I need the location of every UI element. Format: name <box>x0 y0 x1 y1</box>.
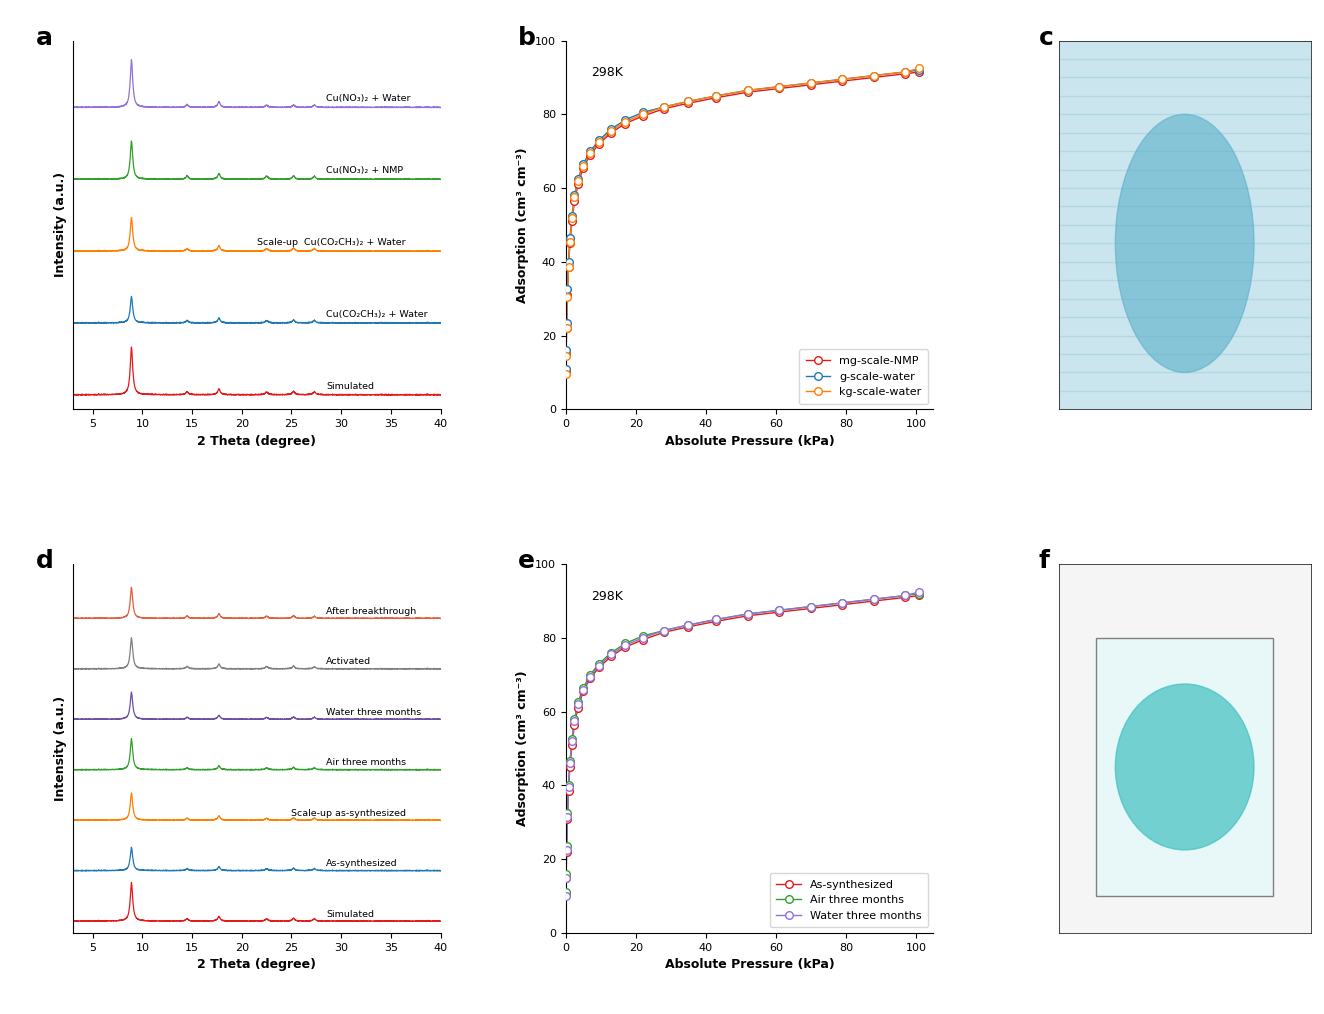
Text: As-synthesized: As-synthesized <box>326 859 399 868</box>
X-axis label: 2 Theta (degree): 2 Theta (degree) <box>197 435 316 447</box>
Bar <box>1059 317 1311 336</box>
Text: d: d <box>36 550 54 573</box>
Bar <box>1059 354 1311 372</box>
Text: f: f <box>1038 550 1050 573</box>
Y-axis label: Adsorption (cm³ cm⁻³): Adsorption (cm³ cm⁻³) <box>516 147 530 303</box>
X-axis label: Absolute Pressure (kPa): Absolute Pressure (kPa) <box>665 435 834 447</box>
Legend: As-synthesized, Air three months, Water three months: As-synthesized, Air three months, Water … <box>769 873 928 928</box>
Bar <box>1059 77 1311 96</box>
Text: After breakthrough: After breakthrough <box>326 607 417 617</box>
Y-axis label: Intensity (a.u.): Intensity (a.u.) <box>54 696 68 801</box>
Text: Water three months: Water three months <box>326 708 421 717</box>
Text: Cu(NO₃)₂ + Water: Cu(NO₃)₂ + Water <box>326 94 410 103</box>
Bar <box>1059 115 1311 133</box>
Text: Activated: Activated <box>326 657 372 666</box>
Bar <box>1059 59 1311 77</box>
X-axis label: Absolute Pressure (kPa): Absolute Pressure (kPa) <box>665 958 834 971</box>
Bar <box>1059 151 1311 169</box>
Text: 298K: 298K <box>592 590 624 603</box>
Bar <box>1059 299 1311 317</box>
Bar <box>1059 336 1311 354</box>
Bar <box>1059 96 1311 115</box>
Text: Simulated: Simulated <box>326 382 375 390</box>
X-axis label: 2 Theta (degree): 2 Theta (degree) <box>197 958 316 971</box>
Legend: mg-scale-NMP, g-scale-water, kg-scale-water: mg-scale-NMP, g-scale-water, kg-scale-wa… <box>798 349 928 404</box>
Bar <box>1059 390 1311 410</box>
Text: Scale-up  Cu(CO₂CH₃)₂ + Water: Scale-up Cu(CO₂CH₃)₂ + Water <box>257 238 405 247</box>
Bar <box>1059 188 1311 207</box>
Y-axis label: Intensity (a.u.): Intensity (a.u.) <box>54 172 68 278</box>
Bar <box>1059 207 1311 225</box>
Text: Simulated: Simulated <box>326 910 375 919</box>
Text: Air three months: Air three months <box>326 758 406 768</box>
Bar <box>1059 243 1311 262</box>
FancyBboxPatch shape <box>1096 638 1272 896</box>
Text: Cu(NO₃)₂ + NMP: Cu(NO₃)₂ + NMP <box>326 166 404 175</box>
Text: a: a <box>36 25 53 50</box>
Text: Cu(CO₂CH₃)₂ + Water: Cu(CO₂CH₃)₂ + Water <box>326 310 428 319</box>
Bar <box>1059 133 1311 151</box>
Text: c: c <box>1038 25 1054 50</box>
Bar <box>1059 225 1311 243</box>
Text: e: e <box>518 550 535 573</box>
Text: b: b <box>518 25 536 50</box>
Bar <box>1059 372 1311 390</box>
Ellipse shape <box>1115 115 1254 372</box>
Text: Scale-up as-synthesized: Scale-up as-synthesized <box>291 809 406 818</box>
Ellipse shape <box>1115 684 1254 850</box>
Y-axis label: Adsorption (cm³ cm⁻³): Adsorption (cm³ cm⁻³) <box>516 670 530 826</box>
Text: 298K: 298K <box>592 66 624 79</box>
Bar <box>1059 41 1311 59</box>
Bar <box>1059 169 1311 188</box>
Bar <box>1059 280 1311 299</box>
Bar <box>1059 262 1311 280</box>
